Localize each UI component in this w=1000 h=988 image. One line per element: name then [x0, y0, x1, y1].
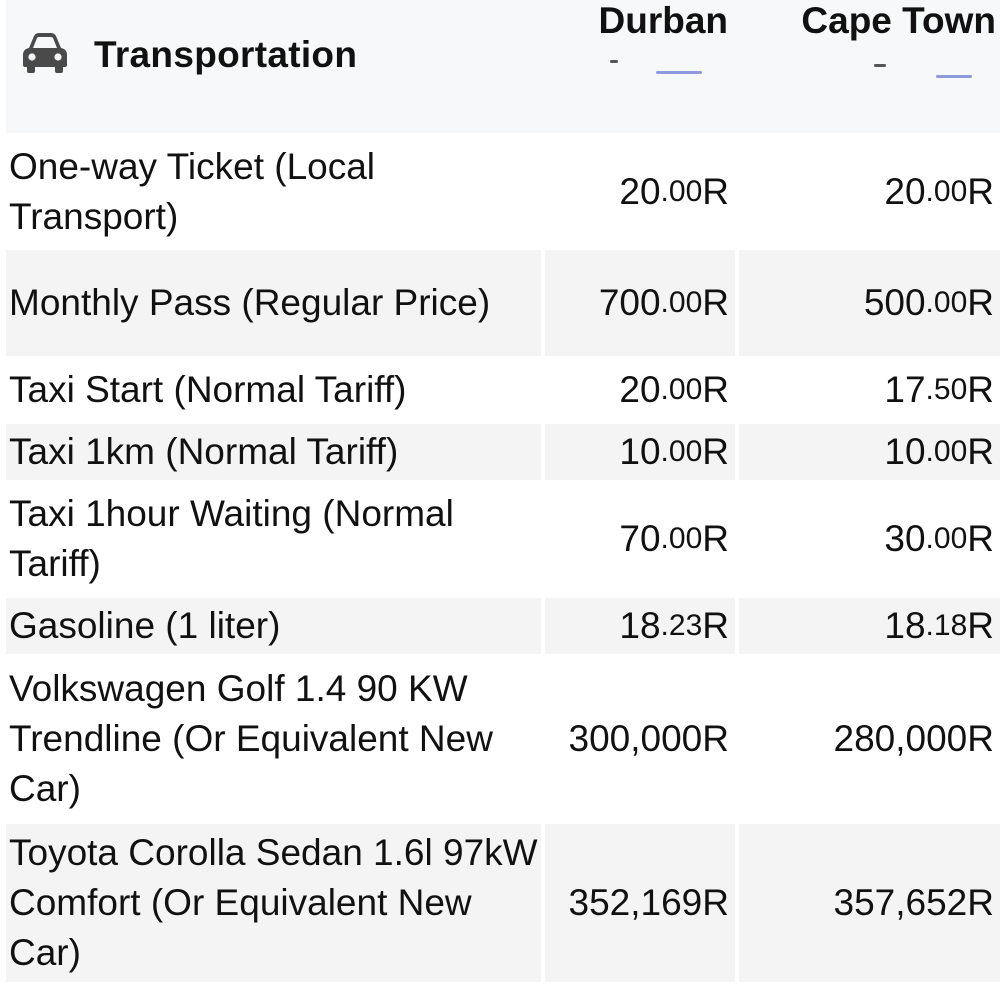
cape-town-cell: 30.00 R — [739, 486, 1000, 592]
table-header: Transportation Durban Cape Town — [6, 0, 1000, 133]
sort-indicator-cape-town-line — [936, 75, 972, 78]
cape-town-cell: 10.00 R — [739, 424, 1000, 480]
cape-town-price: 30.00 R — [884, 518, 994, 559]
row-label: Taxi 1km (Normal Tariff) — [6, 424, 541, 480]
column-header-durban[interactable]: Durban — [598, 0, 729, 41]
sort-indicator-cape-town[interactable] — [874, 64, 886, 67]
durban-price: 300,000 R — [568, 718, 729, 759]
durban-cell: 18.23 R — [545, 598, 735, 654]
row-label: Monthly Pass (Regular Price) — [6, 250, 541, 356]
durban-price: 352,169 R — [568, 882, 729, 923]
sort-indicator-durban-line — [656, 71, 702, 74]
cape-town-price: 357,652 R — [833, 882, 994, 923]
cape-town-price: 280,000 R — [833, 718, 994, 759]
durban-cell: 700.00 R — [545, 250, 735, 356]
durban-cell: 20.00 R — [545, 139, 735, 244]
table-row: Gasoline (1 liter) 18.23 R 18.18 R — [6, 598, 1000, 654]
table-row: Volkswagen Golf 1.4 90 KW Trendline (Or … — [6, 660, 1000, 818]
sort-indicator-durban[interactable] — [610, 60, 618, 63]
cape-town-cell: 280,000 R — [739, 660, 1000, 818]
cape-town-cell: 357,652 R — [739, 824, 1000, 982]
cape-town-price: 500.00 R — [863, 282, 994, 323]
durban-cell: 300,000 R — [545, 660, 735, 818]
column-header-cape-town[interactable]: Cape Town — [801, 0, 996, 41]
table-row: One-way Ticket (Local Transport) 20.00 R … — [6, 139, 1000, 244]
table-row: Taxi 1hour Waiting (Normal Tariff) 70.00… — [6, 486, 1000, 592]
section-title: Transportation — [94, 34, 358, 75]
table-row: Toyota Corolla Sedan 1.6l 97kW Comfort (… — [6, 824, 1000, 982]
durban-price: 20.00 R — [619, 170, 729, 212]
durban-price: 20.00 R — [619, 369, 729, 410]
table-row: Monthly Pass (Regular Price) 700.00 R 500… — [6, 250, 1000, 356]
durban-price: 18.23 R — [619, 605, 729, 646]
row-label: Toyota Corolla Sedan 1.6l 97kW Comfort (… — [6, 824, 541, 982]
cape-town-price: 20.00 R — [884, 170, 994, 212]
durban-cell: 352,169 R — [545, 824, 735, 982]
durban-cell: 10.00 R — [545, 424, 735, 480]
cape-town-price: 18.18 R — [884, 605, 994, 646]
row-label: Taxi Start (Normal Tariff) — [9, 369, 407, 410]
durban-cell: 20.00 R — [545, 362, 735, 418]
row-label: Volkswagen Golf 1.4 90 KW Trendline (Or … — [9, 668, 493, 809]
cape-town-cell: 20.00 R — [739, 139, 1000, 244]
cape-town-price: 17.50 R — [884, 369, 994, 410]
durban-price: 700.00 R — [598, 282, 729, 323]
car-icon — [20, 30, 70, 74]
cape-town-cell: 18.18 R — [739, 598, 1000, 654]
table-row: Taxi Start (Normal Tariff) 20.00 R 17.50 R — [6, 362, 1000, 418]
cape-town-cell: 500.00 R — [739, 250, 1000, 356]
row-label: Gasoline (1 liter) — [6, 598, 541, 654]
cape-town-cell: 17.50 R — [739, 362, 1000, 418]
table-row: Taxi 1km (Normal Tariff) 10.00 R 10.00 R — [6, 424, 1000, 480]
cape-town-price: 10.00 R — [884, 431, 994, 472]
durban-price: 10.00 R — [619, 431, 729, 472]
durban-price: 70.00 R — [619, 518, 729, 559]
row-label: Taxi 1hour Waiting (Normal Tariff) — [9, 493, 454, 584]
row-label: One-way Ticket (Local Transport) — [9, 145, 376, 237]
durban-cell: 70.00 R — [545, 486, 735, 592]
